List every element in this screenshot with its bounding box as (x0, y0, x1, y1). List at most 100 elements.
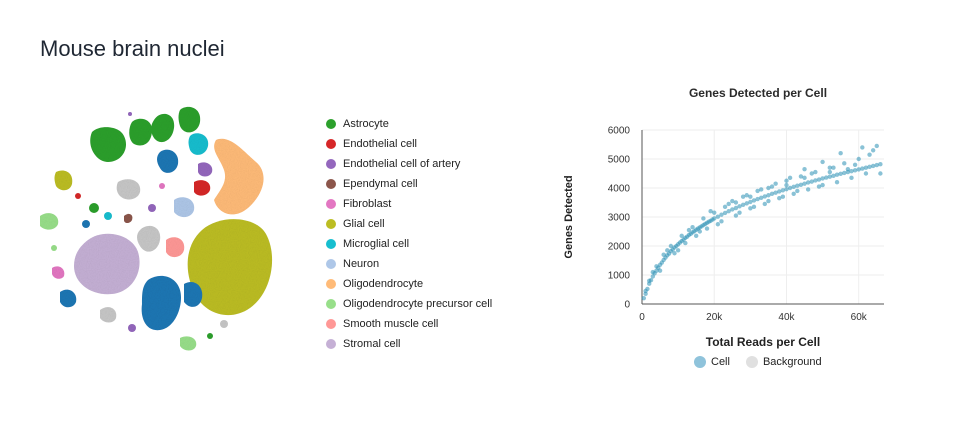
data-point (878, 171, 883, 176)
legend-item[interactable]: Ependymal cell (326, 174, 492, 194)
legend-swatch (326, 159, 336, 169)
data-point (748, 194, 753, 199)
cluster-dot (82, 220, 90, 228)
data-point (769, 191, 775, 196)
data-point (722, 204, 728, 210)
legend-item[interactable]: Endothelial cell (326, 134, 492, 154)
data-point (816, 177, 822, 182)
legend-label: Oligodendrocyte precursor cell (343, 298, 493, 310)
data-point (650, 269, 656, 275)
data-point (668, 243, 674, 249)
data-point (737, 210, 742, 215)
data-point (831, 173, 836, 179)
cluster-dot (128, 112, 132, 116)
series-swatch (745, 356, 758, 368)
data-point (813, 169, 818, 175)
legend-item[interactable]: Glial cell (326, 214, 492, 234)
cluster-dot (89, 203, 99, 213)
data-point (641, 296, 647, 301)
data-point (838, 171, 843, 176)
data-point (740, 194, 746, 199)
data-point (773, 190, 778, 195)
data-point (802, 166, 807, 172)
legend-item[interactable]: Smooth muscle cell (326, 314, 492, 334)
cluster-dot (159, 183, 165, 189)
data-point (693, 233, 699, 239)
data-point (842, 161, 847, 166)
data-point (827, 169, 833, 175)
data-point (755, 188, 760, 194)
y-tick-label: 6000 (608, 126, 631, 137)
data-point (787, 185, 793, 191)
data-point (697, 229, 702, 234)
data-point (708, 209, 713, 214)
y-tick-label: 4000 (608, 184, 631, 195)
data-point (802, 175, 807, 181)
cluster-unassigned (137, 225, 161, 252)
data-point (874, 162, 879, 168)
legend-item[interactable]: Neuron (326, 254, 492, 274)
data-point (834, 180, 840, 185)
data-point (784, 182, 789, 188)
page-title: Mouse brain nuclei (40, 36, 225, 61)
data-point (733, 213, 739, 218)
data-point (730, 198, 735, 204)
data-point (874, 143, 879, 149)
data-point (827, 174, 833, 179)
cluster-dot (51, 245, 57, 251)
data-point (878, 162, 883, 167)
legend-label: Endothelial cell (343, 138, 417, 150)
cluster-glial (187, 219, 273, 316)
data-point (863, 171, 869, 176)
data-point (813, 178, 818, 183)
data-point (683, 240, 688, 246)
data-point (777, 189, 782, 194)
data-point (860, 145, 865, 150)
data-point (722, 210, 728, 216)
legend-label: Ependymal cell (343, 178, 418, 190)
data-point (661, 252, 666, 257)
data-point (838, 151, 843, 156)
data-point (654, 264, 659, 269)
cluster-neuron-dark (157, 149, 179, 173)
data-point (751, 204, 757, 210)
legend-item[interactable]: Astrocyte (326, 114, 492, 134)
cluster-neuron-dark (60, 289, 77, 308)
series-label: Background (762, 356, 822, 368)
data-point (766, 198, 771, 204)
legend-item[interactable]: Stromal cell (326, 334, 492, 354)
x-tick-label: 0 (639, 312, 645, 323)
legend-item[interactable]: Oligodendrocyte (326, 274, 492, 294)
data-point (867, 152, 872, 157)
cluster-astrocyte (129, 118, 152, 146)
legend-item[interactable]: Oligodendrocyte precursor cell (326, 294, 492, 314)
cluster-neuron-dark (184, 281, 203, 307)
data-point (665, 248, 670, 253)
x-axis-label: Total Reads per Cell (706, 335, 820, 349)
cluster-neuron (174, 197, 195, 218)
legend-label: Fibroblast (343, 198, 392, 210)
data-point (805, 187, 811, 192)
data-point (827, 165, 833, 170)
cluster-microglial (188, 133, 209, 155)
legend-swatch (326, 199, 336, 209)
data-point (773, 181, 778, 186)
data-point (766, 193, 771, 198)
data-point (755, 196, 760, 202)
data-point (870, 163, 876, 169)
legend-label: Stromal cell (343, 338, 401, 350)
legend-item[interactable]: Microglial cell (326, 234, 492, 254)
data-point (769, 184, 775, 189)
legend-item[interactable]: Endothelial cell of artery (326, 154, 492, 174)
data-point (845, 166, 851, 172)
legend-item[interactable]: Fibroblast (326, 194, 492, 214)
y-axis-label: Genes Detected (563, 175, 575, 258)
cluster-dot (220, 320, 228, 328)
cluster-dot (104, 212, 112, 220)
data-point (730, 207, 735, 212)
legend-swatch (326, 339, 336, 349)
series-legend-item[interactable]: Cell (694, 356, 730, 368)
cluster-dot (75, 193, 81, 199)
data-point (791, 191, 796, 196)
series-legend-item[interactable]: Background (745, 356, 822, 368)
